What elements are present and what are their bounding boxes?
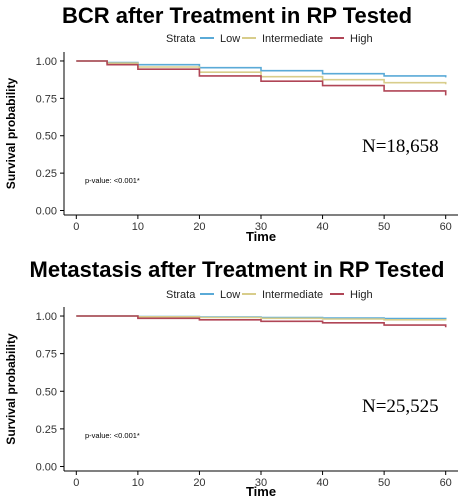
y-tick-label: 1.00 xyxy=(36,311,57,323)
legend-title: Strata xyxy=(166,33,196,45)
y-tick-label: 0.00 xyxy=(36,461,57,473)
x-tick-label: 50 xyxy=(378,221,390,233)
x-tick-label: 10 xyxy=(132,477,144,489)
y-tick-label: 0.50 xyxy=(36,386,57,398)
x-tick-label: 10 xyxy=(132,221,144,233)
legend-label-high: High xyxy=(350,33,373,45)
x-tick-label: 60 xyxy=(440,477,452,489)
x-axis-title: Time xyxy=(246,229,276,244)
chart-title: Metastasis after Treatment in RP Tested xyxy=(30,257,445,282)
x-tick-label: 20 xyxy=(193,221,205,233)
x-tick-label: 40 xyxy=(316,477,328,489)
x-tick-label: 0 xyxy=(73,477,79,489)
sample-size-annotation: N=18,658 xyxy=(362,136,439,157)
x-tick-label: 30 xyxy=(255,477,267,489)
y-tick-label: 0.00 xyxy=(36,206,57,218)
y-tick-label: 0.25 xyxy=(36,424,57,436)
y-axis-title: Survival probability xyxy=(4,77,18,189)
p-value-annotation: p-value: <0.001* xyxy=(85,176,140,185)
survival-curve-high xyxy=(76,60,447,96)
chart-title: BCR after Treatment in RP Tested xyxy=(62,3,412,28)
y-tick-label: 0.75 xyxy=(36,349,57,361)
legend-label-low: Low xyxy=(220,33,240,45)
sample-size-annotation: N=25,525 xyxy=(362,396,439,417)
x-tick-label: 50 xyxy=(378,477,390,489)
x-tick-label: 40 xyxy=(316,221,328,233)
legend-title: Strata xyxy=(166,289,196,301)
x-tick-label: 20 xyxy=(193,477,205,489)
legend-label-high: High xyxy=(350,289,373,301)
y-axis-title: Survival probability xyxy=(4,333,18,445)
legend-label-intermediate: Intermediate xyxy=(262,33,323,45)
chart-panel-1: BCR after Treatment in RP Tested Strata Lo… xyxy=(4,3,458,244)
y-tick-label: 1.00 xyxy=(36,56,57,68)
x-tick-label: 60 xyxy=(440,221,452,233)
y-tick-label: 0.75 xyxy=(36,93,57,105)
x-tick-label: 30 xyxy=(255,221,267,233)
x-tick-label: 0 xyxy=(73,221,79,233)
x-axis-title: Time xyxy=(246,484,276,499)
y-tick-label: 0.50 xyxy=(36,131,57,143)
survival-curve-high xyxy=(76,315,447,328)
legend-label-intermediate: Intermediate xyxy=(262,289,323,301)
chart-panel-2: Metastasis after Treatment in RP Tested S… xyxy=(4,257,458,499)
y-tick-label: 0.25 xyxy=(36,168,57,180)
p-value-annotation: p-value: <0.001* xyxy=(85,431,140,440)
legend-label-low: Low xyxy=(220,289,240,301)
